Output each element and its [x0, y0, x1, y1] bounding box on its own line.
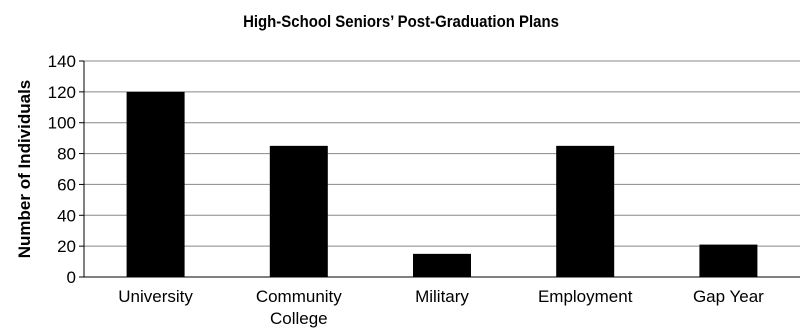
y-axis-title: Number of Individuals	[15, 80, 34, 259]
y-tick-label: 60	[57, 175, 76, 194]
x-tick-label: Gap Year	[693, 287, 764, 306]
y-tick-label: 20	[57, 237, 76, 256]
x-tick-label: University	[118, 287, 193, 306]
chart-title: High-School Seniors’ Post-Graduation Pla…	[243, 12, 559, 31]
x-tick-label: Employment	[538, 287, 633, 306]
bars	[126, 91, 758, 277]
y-tick-labels: 0 20 40 60 80 100 120 140	[48, 52, 76, 287]
y-tick-label: 0	[67, 268, 76, 287]
gridlines	[84, 60, 800, 247]
bar-gap-year	[699, 244, 758, 277]
y-tick-label: 80	[57, 145, 76, 164]
x-tick-labels: University Community College Military Employ…	[118, 287, 764, 328]
y-tick-label: 120	[48, 83, 76, 102]
y-tick-label: 140	[48, 52, 76, 71]
y-tick-label: 40	[57, 206, 76, 225]
axes	[79, 60, 800, 278]
y-tick-label: 100	[48, 114, 76, 133]
bar-employment	[556, 145, 615, 277]
bar-university	[126, 91, 185, 277]
bar-community-college	[269, 145, 328, 277]
bar-military	[413, 253, 471, 277]
x-tick-label: Military	[415, 287, 469, 306]
x-tick-label: Community College	[256, 287, 342, 328]
